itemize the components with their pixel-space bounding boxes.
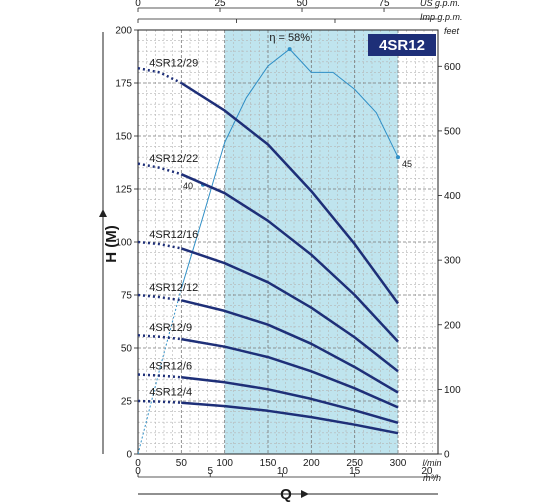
x-tick-label: 150 <box>260 458 277 469</box>
head-curve <box>181 299 399 394</box>
y-tick-label: 200 <box>115 26 132 37</box>
feet-tick-label: 400 <box>444 191 461 202</box>
y-axis-title: H (M) <box>103 225 120 263</box>
badge-background <box>368 34 436 56</box>
head-curve <box>180 247 399 373</box>
us-gpm-tick-label: 50 <box>296 0 308 9</box>
efficiency-point-label: 45 <box>402 159 412 169</box>
us-gpm-tick-label: 0 <box>135 0 141 9</box>
feet-tick-label: 600 <box>444 62 461 73</box>
imp-gpm-unit-label: Imp g.p.m. <box>420 12 463 22</box>
head-curve <box>180 173 399 343</box>
head-curve-label: 4SR12/9 <box>149 322 192 334</box>
x-tick-label: 200 <box>303 458 320 469</box>
m3h-tick-label: 15 <box>349 466 361 477</box>
head-curve-dotted <box>137 240 182 250</box>
head-curve-label: 4SR12/4 <box>149 387 192 399</box>
head-curve-dotted <box>137 399 182 404</box>
efficiency-peak-label: η = 58% <box>269 32 310 44</box>
feet-tick-label: 300 <box>444 256 461 267</box>
x-axis-title: Q <box>280 486 292 503</box>
feet-tick-label: 500 <box>444 126 461 137</box>
m3h-unit-label: m³/h <box>423 473 441 483</box>
head-curve-label: 4SR12/6 <box>149 361 192 373</box>
head-curve-label: 4SR12/12 <box>149 282 198 294</box>
x-tick-label: 300 <box>390 458 407 469</box>
efficiency-peak-point <box>287 47 292 52</box>
y-tick-label: 175 <box>115 79 132 90</box>
x-tick-label: 50 <box>176 458 188 469</box>
us-gpm-tick-label: 75 <box>378 0 390 9</box>
y-tick-label: 125 <box>115 185 132 196</box>
x-axis-arrow <box>301 490 309 498</box>
m3h-tick-label: 0 <box>135 466 141 477</box>
head-curve-dotted <box>137 293 182 302</box>
x-unit-label: l/min <box>422 458 441 468</box>
axes <box>99 7 439 498</box>
head-curve-label: 4SR12/22 <box>149 153 198 165</box>
head-curve-dotted <box>137 334 182 341</box>
m3h-tick-label: 5 <box>207 466 213 477</box>
grid <box>138 30 438 454</box>
m3h-tick-label: 20 <box>421 466 433 477</box>
head-curves: 4SR12/29 4SR12/22 4SR12/16 4SR12/12 4SR12/9 4… <box>137 57 400 435</box>
efficiency-curve-dashed <box>137 288 182 455</box>
efficiency-curve: η = 58% 40 45 <box>137 32 412 455</box>
model-badge: 4SR12 <box>368 34 436 56</box>
head-curve <box>181 401 399 435</box>
y-tick-label: 75 <box>121 291 133 302</box>
head-curve-dotted <box>137 373 182 379</box>
y-axis-arrow <box>99 209 107 217</box>
efficiency-point-label: 40 <box>183 181 193 191</box>
head-curve-label: 4SR12/29 <box>149 57 198 69</box>
feet-tick-label: 0 <box>444 450 450 461</box>
efficiency-point <box>396 155 400 160</box>
feet-tick-label: 100 <box>444 385 461 396</box>
x-tick-label: 0 <box>135 458 141 469</box>
feet-tick-label: 200 <box>444 320 461 331</box>
head-curve <box>181 337 399 409</box>
m3h-tick-label: 10 <box>277 466 289 477</box>
y-tick-label: 100 <box>115 238 132 249</box>
us-gpm-tick-label: 25 <box>214 0 226 9</box>
x-tick-label: 100 <box>216 458 233 469</box>
x-tick-label: 250 <box>346 458 363 469</box>
y-tick-label: 150 <box>115 132 132 143</box>
head-curve-label: 4SR12/16 <box>149 229 198 241</box>
us-gpm-unit-label: US g.p.m. <box>420 0 460 8</box>
head-curve <box>180 81 400 305</box>
y-tick-label: 0 <box>126 450 132 461</box>
y-tick-label: 50 <box>121 344 133 355</box>
y-tick-label: 25 <box>121 397 133 408</box>
head-curve <box>181 376 399 425</box>
feet-unit-label: feet <box>444 26 460 36</box>
badge-text: 4SR12 <box>379 37 425 54</box>
